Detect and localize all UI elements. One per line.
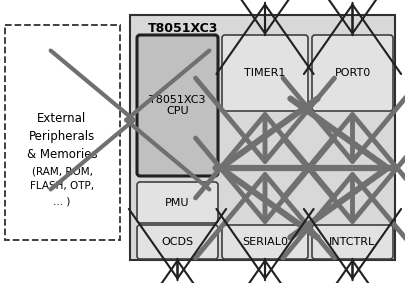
Text: & Memories: & Memories: [27, 148, 97, 161]
Text: FLASH, OTP,: FLASH, OTP,: [30, 181, 94, 191]
Text: External: External: [37, 112, 86, 125]
Text: OCDS: OCDS: [161, 237, 193, 247]
FancyBboxPatch shape: [311, 35, 392, 111]
Text: ... ): ... ): [53, 196, 70, 206]
FancyBboxPatch shape: [136, 182, 217, 223]
Text: (RAM, ROM,: (RAM, ROM,: [32, 166, 92, 176]
Text: PORT0: PORT0: [334, 68, 370, 78]
Text: SERIAL0: SERIAL0: [241, 237, 287, 247]
Text: TIMER1: TIMER1: [244, 68, 285, 78]
Text: PMU: PMU: [165, 198, 189, 207]
FancyBboxPatch shape: [222, 35, 307, 111]
Text: INTCTRL: INTCTRL: [328, 237, 375, 247]
Text: T8051XC3: T8051XC3: [148, 22, 218, 35]
FancyBboxPatch shape: [136, 225, 217, 259]
Text: Peripherals: Peripherals: [29, 130, 95, 143]
Text: T8051XC3
CPU: T8051XC3 CPU: [149, 95, 205, 116]
FancyBboxPatch shape: [5, 25, 120, 240]
FancyBboxPatch shape: [130, 15, 394, 260]
FancyBboxPatch shape: [136, 35, 217, 176]
FancyBboxPatch shape: [222, 225, 307, 259]
FancyBboxPatch shape: [311, 225, 392, 259]
